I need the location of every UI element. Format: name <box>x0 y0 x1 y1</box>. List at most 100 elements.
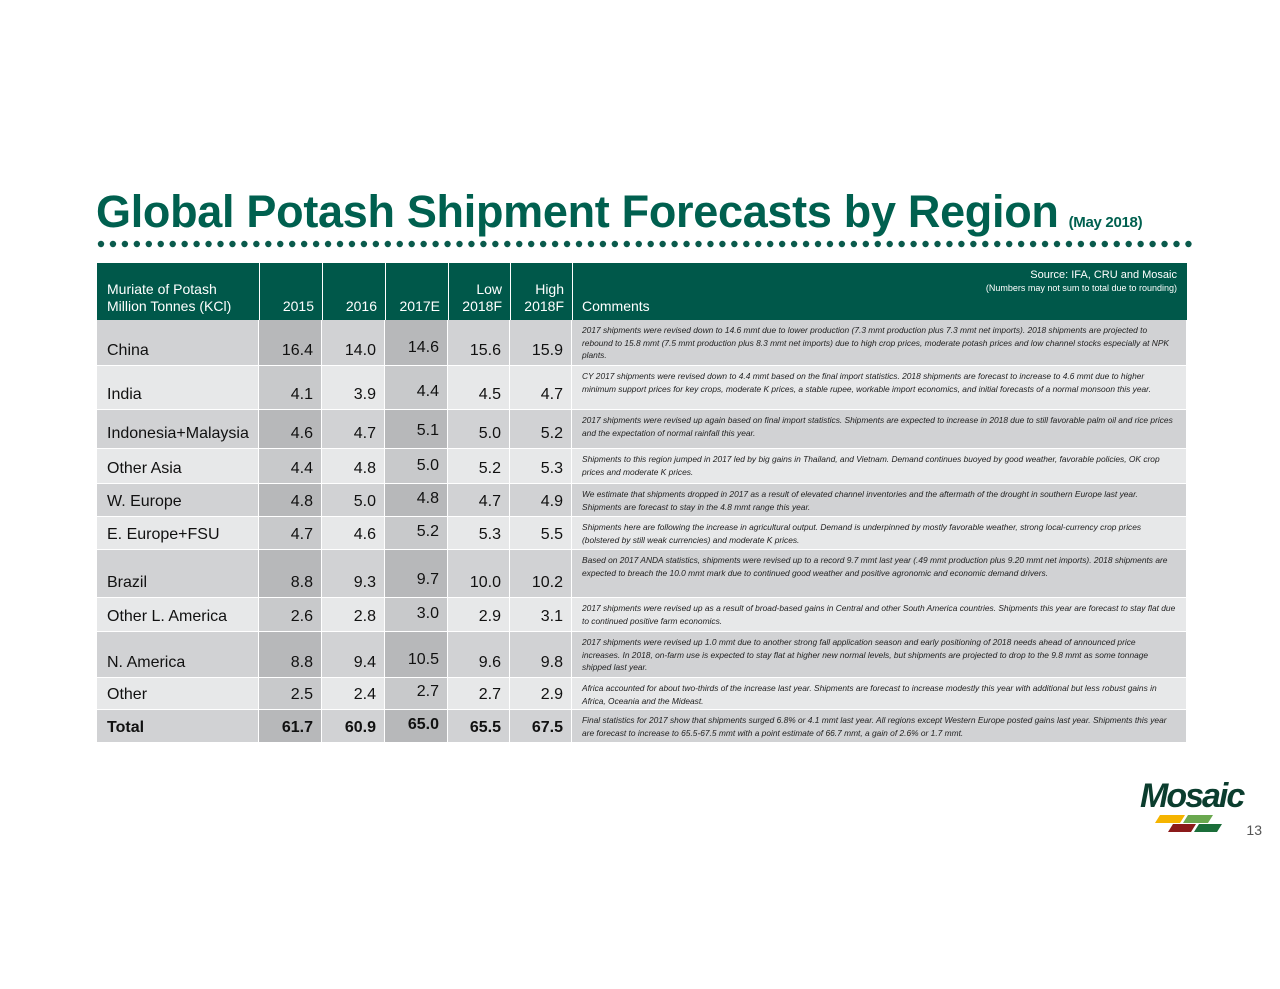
dot <box>468 240 475 248</box>
value-cell: 8.8 <box>259 550 322 598</box>
value-cell: 4.7 <box>448 484 510 517</box>
value-cell: 3.0 <box>385 598 448 632</box>
dot <box>289 240 296 248</box>
dot <box>659 240 666 248</box>
dot <box>838 240 846 248</box>
value-cell: 60.9 <box>322 710 385 743</box>
value-cell: 4.9 <box>510 484 572 517</box>
value-cell: 2.6 <box>259 598 322 632</box>
comment-cell: Africa accounted for about two-thirds of… <box>572 678 1187 710</box>
header-comments: Comments <box>582 298 650 314</box>
dot <box>1113 240 1120 248</box>
dot <box>1065 240 1073 248</box>
value-cell: 5.2 <box>448 449 510 484</box>
dot <box>790 240 798 248</box>
dot <box>360 240 368 248</box>
value-cell: 5.5 <box>510 517 572 550</box>
region-cell: Total <box>97 710 259 743</box>
dot <box>456 240 463 248</box>
dot <box>324 240 332 248</box>
value-cell: 3.1 <box>510 598 572 632</box>
header-label: Muriate of Potash <box>107 281 217 297</box>
value-cell: 5.0 <box>385 449 448 484</box>
dot <box>599 240 607 248</box>
dot <box>277 240 284 248</box>
region-cell: Other L. America <box>97 598 259 632</box>
dot <box>420 240 427 248</box>
dot <box>205 240 212 248</box>
value-cell: 2.7 <box>448 678 510 710</box>
header-column: 2018F <box>524 298 564 314</box>
value-cell: 4.4 <box>385 366 448 410</box>
dot <box>587 240 595 248</box>
dot-divider <box>97 240 1192 248</box>
dot <box>814 240 822 248</box>
region-cell: China <box>97 320 259 366</box>
dot <box>516 240 523 248</box>
value-cell: 4.8 <box>385 484 448 517</box>
dot <box>265 240 272 248</box>
header-note: (Numbers may not sum to total due to rou… <box>985 283 1177 293</box>
dot <box>492 240 499 248</box>
value-cell: 2.8 <box>322 598 385 632</box>
dot <box>671 240 678 248</box>
header-divider <box>259 263 260 320</box>
header-divider <box>322 263 323 320</box>
comment-cell: 2017 shipments were revised up as a resu… <box>572 598 1187 632</box>
dot <box>826 240 834 248</box>
value-cell: 5.2 <box>385 517 448 550</box>
dot <box>563 240 571 248</box>
region-cell: Indonesia+Malaysia <box>97 410 259 449</box>
dot <box>1006 240 1013 248</box>
dot <box>444 240 451 248</box>
value-cell: 9.7 <box>385 550 448 598</box>
logo: Mosaic <box>1140 777 1247 832</box>
value-cell: 4.8 <box>322 449 385 484</box>
dot <box>575 240 583 248</box>
dot <box>958 240 965 248</box>
dot <box>539 240 547 248</box>
dot <box>1029 240 1037 248</box>
dot <box>432 240 439 248</box>
dot <box>109 240 117 248</box>
value-cell: 4.7 <box>510 366 572 410</box>
dot <box>97 240 105 248</box>
dot <box>778 240 786 248</box>
dot <box>480 240 487 248</box>
value-cell: 2.9 <box>448 598 510 632</box>
dot <box>372 240 380 248</box>
comment-cell: 2017 shipments were revised down to 14.6… <box>572 320 1187 366</box>
dot <box>1173 240 1180 248</box>
value-cell: 16.4 <box>259 320 322 366</box>
value-cell: 4.8 <box>259 484 322 517</box>
dot <box>169 240 176 248</box>
value-cell: 9.6 <box>448 632 510 678</box>
value-cell: 2.5 <box>259 678 322 710</box>
comment-cell: We estimate that shipments dropped in 20… <box>572 484 1187 517</box>
value-cell: 4.6 <box>322 517 385 550</box>
dot <box>886 240 893 248</box>
comment-cell: Shipments to this region jumped in 2017 … <box>572 449 1187 484</box>
dot <box>181 240 188 248</box>
value-cell: 10.2 <box>510 550 572 598</box>
value-cell: 65.0 <box>385 710 448 743</box>
dot <box>504 240 511 248</box>
dot <box>1125 240 1132 248</box>
dot <box>994 240 1001 248</box>
value-cell: 5.0 <box>322 484 385 517</box>
header-source: Source: IFA, CRU and Mosaic <box>1030 269 1177 281</box>
region-cell: India <box>97 366 259 410</box>
dot <box>1041 240 1049 248</box>
dot <box>300 240 308 248</box>
comment-cell: 2017 shipments were revised up 1.0 mmt d… <box>572 632 1187 678</box>
value-cell: 15.6 <box>448 320 510 366</box>
dot <box>384 240 391 248</box>
region-cell: N. America <box>97 632 259 678</box>
value-cell: 67.5 <box>510 710 572 743</box>
dot <box>767 240 774 248</box>
logo-text: Mosaic <box>1140 777 1245 815</box>
dot <box>528 240 535 248</box>
value-cell: 5.3 <box>510 449 572 484</box>
header-column: High <box>535 281 564 297</box>
